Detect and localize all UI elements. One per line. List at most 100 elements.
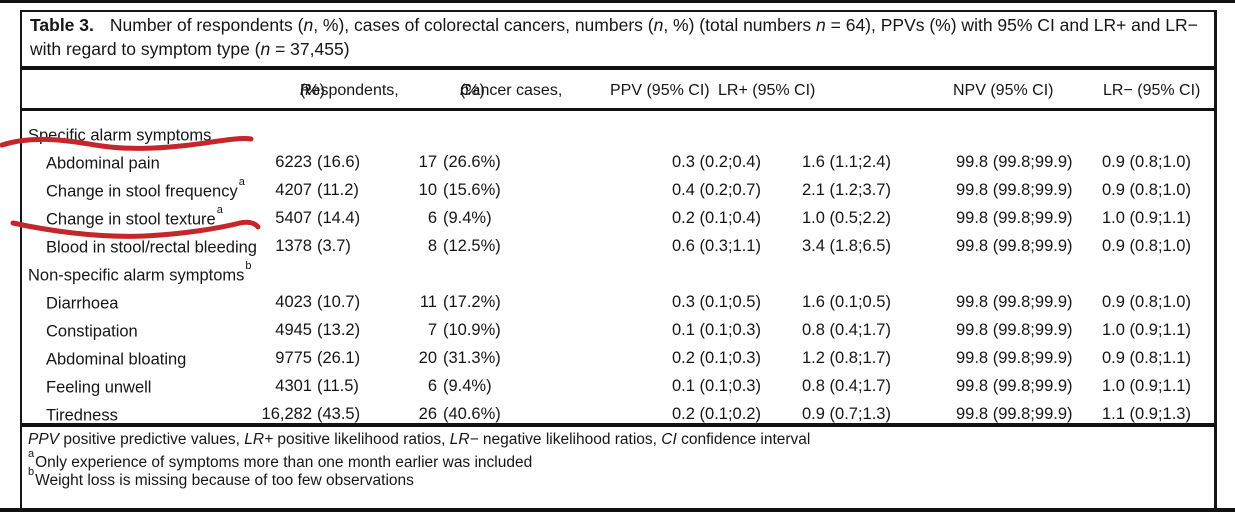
ppv-value: 0.6 (0.3;1.1)	[672, 237, 761, 255]
table-header-row: Respondents, n (%) Cancer cases, n (%) P…	[300, 82, 1201, 99]
cases-n: 6	[427, 209, 437, 227]
section-label: Specific alarm symptoms	[28, 126, 212, 145]
cases-pct: (17.2%)	[443, 293, 501, 311]
npv-value: 99.8 (99.8;99.9)	[956, 405, 1073, 423]
ppv-value: 0.1 (0.1;0.3)	[672, 377, 761, 395]
respondents-pct: (11.5)	[317, 377, 359, 395]
ppv-value: 0.2 (0.1;0.4)	[672, 209, 761, 227]
npv-value: 99.8 (99.8;99.9)	[956, 181, 1073, 199]
footnote-b: bWeight loss is missing because of too f…	[28, 466, 414, 490]
lr-minus-value: 1.1 (0.9;1.3)	[1102, 405, 1191, 423]
cases-n: 7	[427, 321, 437, 339]
lr-minus-value: 1.0 (0.9;1.1)	[1102, 377, 1191, 395]
respondents-pct: (10.7)	[317, 293, 361, 311]
table-row-change-in-stool-frequency: Change in stool frequencya 4207 (11.2) 1…	[20, 176, 1217, 205]
ppv-value: 0.3 (0.2;0.4)	[672, 153, 761, 171]
respondents-pct: (13.2)	[317, 321, 361, 339]
respondents-n: 4945	[275, 321, 312, 339]
lr-plus-value: 0.9 (0.7;1.3)	[802, 405, 891, 423]
symptom-label: Constipation	[46, 322, 138, 341]
cases-n: 26	[418, 405, 437, 423]
lr-plus-value: 1.6 (0.1;0.5)	[802, 293, 891, 311]
section-row-non-specific-alarm-symptoms: Non-specific alarm symptomsb	[20, 260, 1217, 289]
lr-minus-value: 1.0 (0.9;1.1)	[1102, 209, 1191, 227]
section-label: Non-specific alarm symptomsb	[28, 260, 252, 285]
table-number-label: Table 3.	[30, 15, 94, 35]
respondents-n: 16,282	[261, 405, 312, 423]
section-row-specific-alarm-symptoms: Specific alarm symptoms	[20, 125, 1217, 149]
ppv-value: 0.1 (0.1;0.3)	[672, 321, 761, 339]
respondents-pct: (43.5)	[317, 405, 361, 423]
lr-minus-value: 0.9 (0.8;1.0)	[1102, 237, 1191, 255]
lr-plus-value: 2.1 (1.2;3.7)	[802, 181, 891, 199]
symptom-label: Blood in stool/rectal bleeding	[46, 238, 257, 257]
cases-pct: (40.6%)	[443, 405, 501, 423]
cases-n: 8	[427, 237, 437, 255]
rule-below-header	[22, 108, 1215, 111]
header-ppv: PPV (95% CI)	[610, 82, 710, 99]
lr-minus-value: 0.9 (0.8;1.0)	[1102, 293, 1191, 311]
footnote-abbreviations: PPV positive predictive values, LR+ posi…	[28, 431, 811, 448]
npv-value: 99.8 (99.8;99.9)	[956, 377, 1073, 395]
lr-plus-value: 0.8 (0.4;1.7)	[802, 377, 891, 395]
cases-pct: (10.9%)	[443, 321, 501, 339]
table-row-blood-in-stool: Blood in stool/rectal bleeding 1378 (3.7…	[20, 237, 1217, 261]
table-row-abdominal-pain: Abdominal pain 6223 (16.6) 17 (26.6%) 0.…	[20, 153, 1217, 177]
cases-n: 20	[418, 349, 437, 367]
page-bottom-rule	[0, 508, 1235, 512]
respondents-pct: (11.2)	[317, 181, 359, 199]
respondents-n: 9775	[275, 349, 312, 367]
ppv-value: 0.4 (0.2;0.7)	[672, 181, 761, 199]
respondents-n: 5407	[275, 209, 312, 227]
lr-minus-value: 0.9 (0.8;1.0)	[1102, 181, 1191, 199]
respondents-n: 1378	[275, 237, 312, 255]
symptom-label: Abdominal bloating	[46, 350, 187, 369]
cases-n: 17	[418, 153, 437, 171]
npv-value: 99.8 (99.8;99.9)	[956, 349, 1073, 367]
npv-value: 99.8 (99.8;99.9)	[956, 153, 1073, 171]
symptom-label: Change in stool frequencya	[46, 176, 245, 201]
table-caption-line1: Table 3. Number of respondents (n, %), ca…	[30, 15, 1198, 35]
table-border-box	[20, 10, 1217, 510]
npv-value: 99.8 (99.8;99.9)	[956, 321, 1073, 339]
respondents-pct: (26.1)	[317, 349, 361, 367]
table-row-diarrhoea: Diarrhoea 4023 (10.7) 11 (17.2%) 0.3 (0.…	[20, 293, 1217, 317]
symptom-label: Tiredness	[46, 406, 118, 425]
lr-minus-value: 0.9 (0.8;1.0)	[1102, 153, 1191, 171]
table-caption-line2: with regard to symptom type (n = 37,455)	[30, 39, 350, 59]
footnote-a: aOnly experience of symptoms more than o…	[28, 448, 533, 472]
lr-plus-value: 1.2 (0.8;1.7)	[802, 349, 891, 367]
lr-plus-value: 0.8 (0.4;1.7)	[802, 321, 891, 339]
respondents-n: 4023	[275, 293, 312, 311]
symptom-label: Feeling unwell	[46, 378, 152, 397]
table-row-abdominal-bloating: Abdominal bloating 9775 (26.1) 20 (31.3%…	[20, 349, 1217, 373]
npv-value: 99.8 (99.8;99.9)	[956, 293, 1073, 311]
npv-value: 99.8 (99.8;99.9)	[956, 209, 1073, 227]
ppv-value: 0.2 (0.1;0.3)	[672, 349, 761, 367]
respondents-n: 4207	[275, 181, 312, 199]
respondents-n: 6223	[275, 153, 312, 171]
page-top-rule	[0, 0, 1235, 3]
cases-pct: (9.4%)	[443, 377, 492, 395]
table-row-change-in-stool-texture: Change in stool texturea 5407 (14.4) 6 (…	[20, 204, 1217, 233]
cases-pct: (31.3%)	[443, 349, 501, 367]
table-row-constipation: Constipation 4945 (13.2) 7 (10.9%) 0.1 (…	[20, 321, 1217, 345]
respondents-pct: (16.6)	[317, 153, 361, 171]
cases-n: 6	[427, 377, 437, 395]
cases-n: 11	[419, 293, 437, 311]
rule-below-caption	[22, 66, 1215, 70]
cases-pct: (15.6%)	[443, 181, 501, 199]
respondents-pct: (3.7)	[317, 237, 351, 255]
npv-value: 99.8 (99.8;99.9)	[956, 237, 1073, 255]
table-row-tiredness: Tiredness 16,282 (43.5) 26 (40.6%) 0.2 (…	[20, 405, 1217, 429]
lr-plus-value: 1.6 (1.1;2.4)	[802, 153, 891, 171]
rule-above-footnotes	[22, 423, 1215, 427]
cases-pct: (26.6%)	[443, 153, 501, 171]
respondents-n: 4301	[275, 377, 312, 395]
respondents-pct: (14.4)	[317, 209, 361, 227]
lr-plus-value: 3.4 (1.8;6.5)	[802, 237, 891, 255]
lr-plus-value: 1.0 (0.5;2.2)	[802, 209, 891, 227]
symptom-label: Change in stool texturea	[46, 204, 223, 229]
header-npv: NPV (95% CI)	[953, 82, 1054, 99]
